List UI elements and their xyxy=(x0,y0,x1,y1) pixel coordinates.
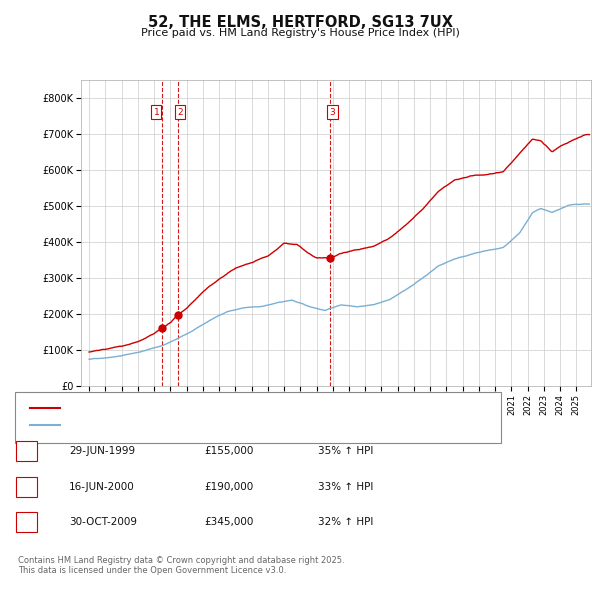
Text: 3: 3 xyxy=(329,107,335,117)
Text: 16-JUN-2000: 16-JUN-2000 xyxy=(69,482,135,491)
Text: 1: 1 xyxy=(154,107,159,117)
Text: Price paid vs. HM Land Registry's House Price Index (HPI): Price paid vs. HM Land Registry's House … xyxy=(140,28,460,38)
Text: 52, THE ELMS, HERTFORD, SG13 7UX: 52, THE ELMS, HERTFORD, SG13 7UX xyxy=(148,15,452,30)
Text: 2: 2 xyxy=(178,107,183,117)
Text: HPI: Average price, semi-detached house, East Hertfordshire: HPI: Average price, semi-detached house,… xyxy=(69,421,365,430)
Text: £190,000: £190,000 xyxy=(204,482,253,491)
Text: 29-JUN-1999: 29-JUN-1999 xyxy=(69,447,135,456)
Text: 1: 1 xyxy=(23,447,30,456)
Text: £345,000: £345,000 xyxy=(204,517,253,527)
Text: £155,000: £155,000 xyxy=(204,447,253,456)
Text: 3: 3 xyxy=(23,517,30,527)
Text: 52, THE ELMS, HERTFORD, SG13 7UX (semi-detached house): 52, THE ELMS, HERTFORD, SG13 7UX (semi-d… xyxy=(69,403,367,412)
Text: 30-OCT-2009: 30-OCT-2009 xyxy=(69,517,137,527)
Text: Contains HM Land Registry data © Crown copyright and database right 2025.
This d: Contains HM Land Registry data © Crown c… xyxy=(18,556,344,575)
Text: 33% ↑ HPI: 33% ↑ HPI xyxy=(318,482,373,491)
Text: 32% ↑ HPI: 32% ↑ HPI xyxy=(318,517,373,527)
Text: 35% ↑ HPI: 35% ↑ HPI xyxy=(318,447,373,456)
Text: 2: 2 xyxy=(23,482,30,491)
